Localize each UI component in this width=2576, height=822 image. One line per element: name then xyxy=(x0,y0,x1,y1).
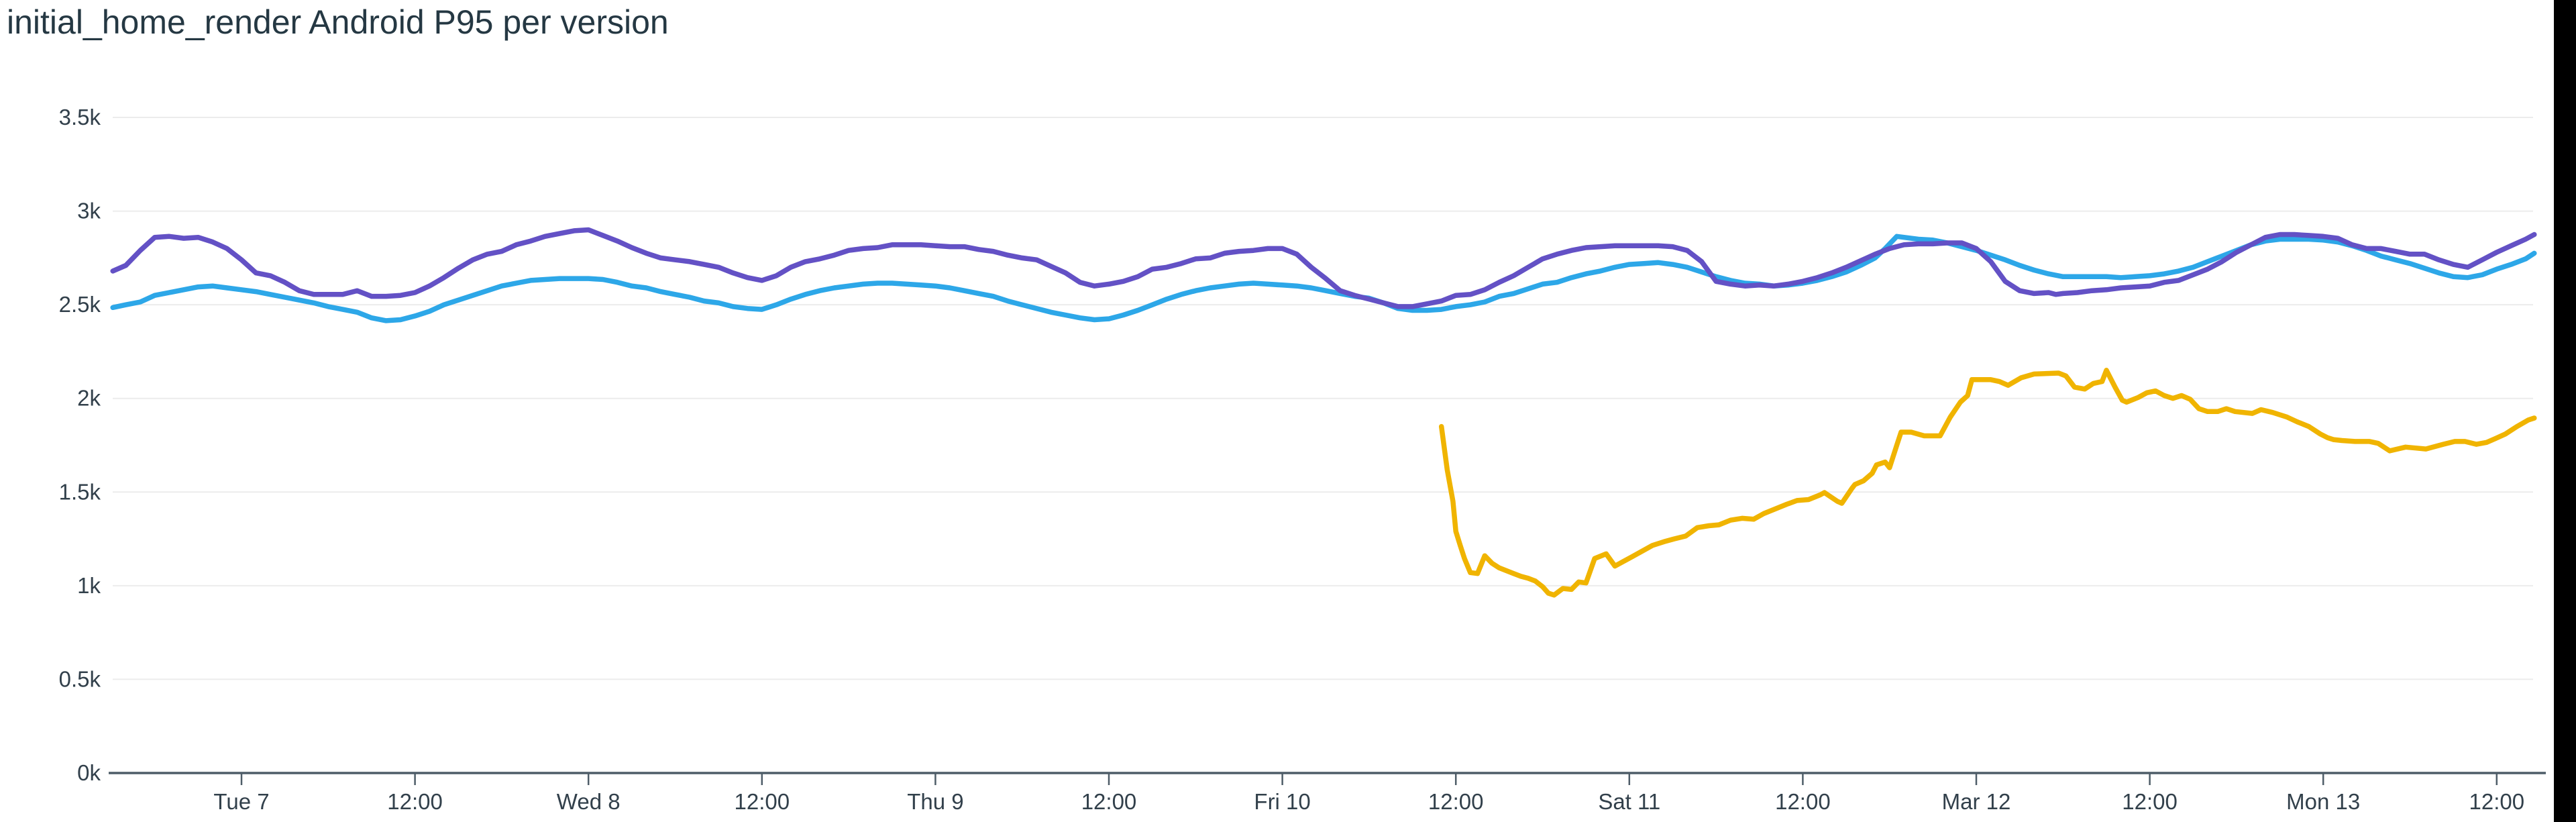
x-tick-label: Tue 7 xyxy=(213,789,269,814)
series-line-version-purple xyxy=(110,227,2537,309)
series-lines xyxy=(110,227,2537,598)
x-tick-label: 12:00 xyxy=(2122,789,2178,814)
x-tick-label: 12:00 xyxy=(735,789,790,814)
series-line-version-yellow xyxy=(1438,368,2537,598)
y-tick-label: 0k xyxy=(77,760,101,785)
x-tick-label: Wed 8 xyxy=(557,789,621,814)
y-tick-label: 0.5k xyxy=(59,666,101,691)
x-tick-label: 12:00 xyxy=(1775,789,1831,814)
chart-title: initial_home_render Android P95 per vers… xyxy=(7,3,669,41)
x-tick-label: Sat 11 xyxy=(1598,789,1660,814)
gridlines xyxy=(113,117,2533,680)
y-tick-label: 2.5k xyxy=(59,292,101,317)
y-tick-label: 3.5k xyxy=(59,105,101,130)
y-tick-label: 1.5k xyxy=(59,479,101,504)
series-line-version-blue xyxy=(110,234,2537,323)
x-tick-label: 12:00 xyxy=(1081,789,1137,814)
x-tick-label: 12:00 xyxy=(2469,789,2525,814)
y-tick-label: 3k xyxy=(77,199,101,223)
x-tick-label: Mon 13 xyxy=(2286,789,2360,814)
y-tick-label: 1k xyxy=(77,573,101,598)
x-tick-label: Fri 10 xyxy=(1254,789,1310,814)
y-tick-labels: 0k 0.5k 1k 1.5k 2k 2.5k 3k 3.5k xyxy=(59,105,101,785)
x-tick-label: 12:00 xyxy=(1428,789,1484,814)
screen-edge-strip xyxy=(2554,0,2576,822)
x-tick-label: Mar 12 xyxy=(1942,789,2011,814)
plot-area[interactable] xyxy=(113,107,2533,773)
x-tick-label: Thu 9 xyxy=(907,789,963,814)
y-tick-label: 2k xyxy=(77,386,101,411)
x-tick-label: 12:00 xyxy=(387,789,443,814)
x-axis: Tue 7 12:00 Wed 8 12:00 Thu 9 12:00 Fri 10 12:0… xyxy=(109,772,2546,814)
